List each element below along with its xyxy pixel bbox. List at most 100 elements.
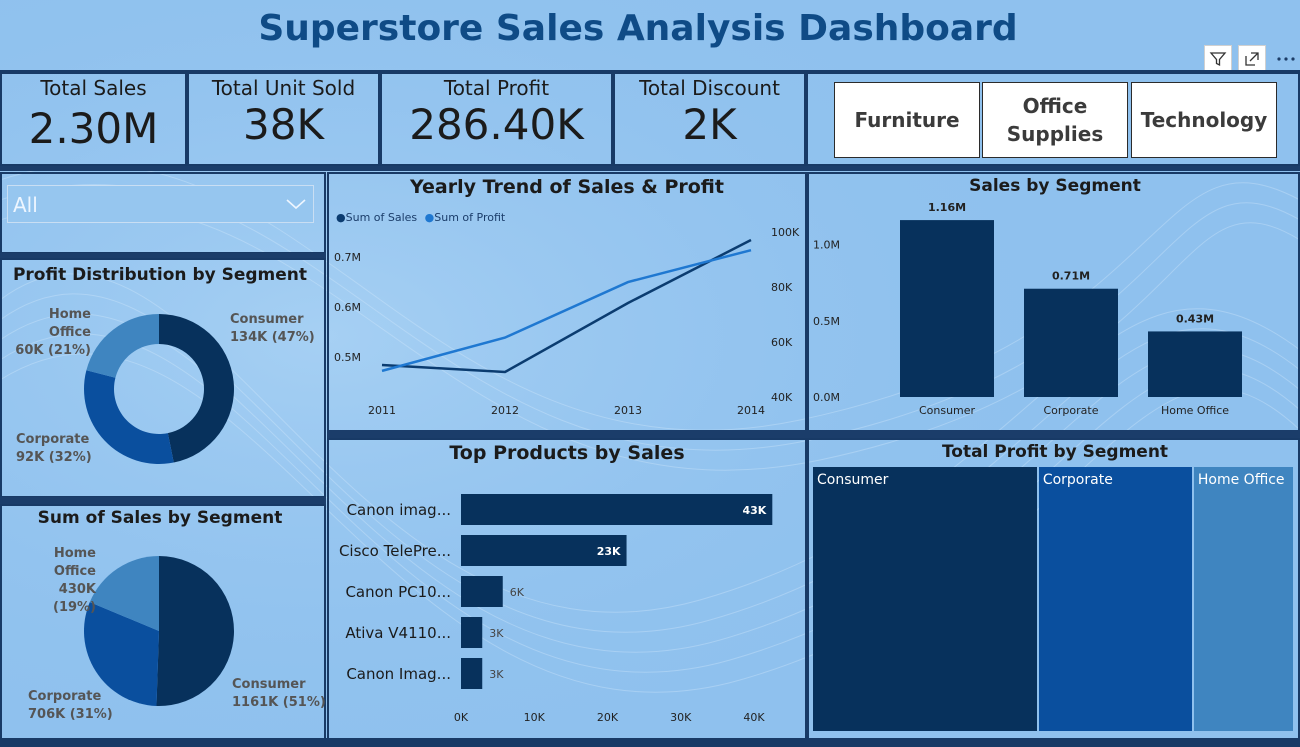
product-bar[interactable] bbox=[461, 576, 503, 607]
right-tick-label: 60K bbox=[771, 336, 793, 349]
x-tick-label: 2013 bbox=[614, 404, 642, 417]
product-label: Canon imag... bbox=[347, 501, 451, 519]
slicer-office-supplies-button[interactable]: Office Supplies bbox=[982, 82, 1128, 158]
trend-chart: 0.5M 0.6M 0.7M 40K 60K 80K 100K 2011 2012 2013 201… bbox=[334, 226, 800, 417]
kpi-value: 2K bbox=[682, 100, 737, 149]
product-data-label: 6K bbox=[510, 586, 525, 599]
left-divider bbox=[0, 253, 326, 258]
kpi-total-units: Total Unit Sold 38K bbox=[187, 72, 380, 166]
segment-bar-title: Sales by Segment bbox=[969, 176, 1141, 196]
focus-mode-icon[interactable] bbox=[1238, 45, 1266, 73]
dropdown-value: All bbox=[13, 193, 38, 217]
x-tick-label: 40K bbox=[743, 711, 765, 724]
slice-corporate[interactable] bbox=[83, 370, 174, 464]
x-tick-label: 0K bbox=[454, 711, 469, 724]
slicer-furniture-button[interactable]: Furniture bbox=[834, 82, 980, 158]
x-tick-label: 2011 bbox=[368, 404, 396, 417]
sales-pie-title: Sum of Sales by Segment bbox=[37, 508, 283, 528]
treemap-tile-corporate[interactable]: Corporate bbox=[1038, 467, 1192, 731]
dashboard-title: Superstore Sales Analysis Dashboard bbox=[258, 8, 1018, 49]
treemap-tile-home-office[interactable]: Home Office bbox=[1193, 467, 1293, 731]
trend-title: Yearly Trend of Sales & Profit bbox=[410, 176, 724, 198]
kpi-value: 2.30M bbox=[28, 104, 159, 153]
bar-data-label: 0.43M bbox=[1176, 312, 1214, 325]
bar-home-office[interactable] bbox=[1148, 331, 1242, 397]
legend-dot-sales: ● bbox=[336, 211, 346, 224]
legend-sales-label: Sum of Sales bbox=[345, 211, 418, 224]
bar-corporate[interactable] bbox=[1024, 288, 1118, 397]
right-tick-label: 40K bbox=[771, 391, 793, 404]
x-tick-label: 20K bbox=[597, 711, 619, 724]
sales-pie-chart bbox=[84, 556, 235, 706]
slice-consumer[interactable] bbox=[159, 314, 235, 463]
y-tick-label: 1.0M bbox=[813, 239, 840, 252]
product-bar[interactable] bbox=[461, 658, 483, 689]
treemap-tile-label: Corporate bbox=[1042, 472, 1113, 488]
y-tick-label: 0.5M bbox=[813, 315, 840, 328]
series-line-profit[interactable] bbox=[381, 248, 752, 373]
kpi-label: Total Discount bbox=[639, 76, 780, 100]
product-data-label: 3K bbox=[489, 668, 504, 681]
x-tick-label: 2014 bbox=[737, 404, 765, 417]
profit-donut-chart bbox=[83, 314, 235, 464]
series-line-sales[interactable] bbox=[381, 238, 752, 374]
trend-legend: ●Sum of Sales ●Sum of Profit bbox=[336, 211, 505, 224]
top-divider bbox=[0, 70, 1300, 73]
slice-home-office[interactable] bbox=[86, 314, 159, 378]
chevron-down-icon bbox=[286, 199, 306, 210]
donut-label-home-office: Home Office 60K (21%) bbox=[15, 307, 91, 358]
kpi-total-discount: Total Discount 2K bbox=[613, 72, 806, 166]
donut-label-corporate: Corporate 92K (32%) bbox=[16, 432, 92, 465]
x-tick-label: 30K bbox=[670, 711, 692, 724]
segment-dropdown[interactable]: All bbox=[7, 185, 314, 223]
kpi-total-sales: Total Sales 2.30M bbox=[0, 72, 187, 166]
treemap-tile-label: Home Office bbox=[1197, 472, 1285, 488]
product-bar[interactable] bbox=[461, 494, 773, 525]
product-data-label: 3K bbox=[489, 627, 504, 640]
top-products-panel bbox=[327, 438, 807, 740]
product-bar[interactable] bbox=[461, 535, 627, 566]
kpi-value: 286.40K bbox=[409, 100, 584, 149]
kpi-value: 38K bbox=[243, 100, 324, 149]
slice-consumer[interactable] bbox=[156, 556, 235, 706]
product-data-label: 43K bbox=[742, 504, 766, 517]
x-tick-label: 10K bbox=[524, 711, 546, 724]
pie-label-home-office: Home Office 430K (19%) bbox=[53, 546, 96, 615]
treemap-tile-consumer[interactable]: Consumer bbox=[813, 467, 1037, 731]
product-bar[interactable] bbox=[461, 617, 483, 648]
slice-home-office[interactable] bbox=[89, 556, 159, 631]
left-divider-2 bbox=[0, 497, 326, 504]
product-label: Cisco TelePre... bbox=[339, 542, 451, 560]
left-tick-label: 0.5M bbox=[334, 351, 361, 364]
middle-divider bbox=[327, 430, 1300, 438]
kpi-label: Total Unit Sold bbox=[211, 76, 356, 100]
bar-data-label: 1.16M bbox=[928, 201, 966, 214]
product-label: Canon Imag... bbox=[346, 665, 451, 683]
product-label: Ativa V4110... bbox=[345, 624, 451, 642]
profit-treemap: Consumer Corporate Home Office bbox=[813, 467, 1295, 731]
kpi-label: Total Sales bbox=[40, 76, 147, 100]
left-tick-label: 0.6M bbox=[334, 301, 361, 314]
sales-pie-panel bbox=[0, 504, 326, 740]
bottom-divider bbox=[0, 738, 1300, 747]
kpi-total-profit: Total Profit 286.40K bbox=[380, 72, 613, 166]
more-options-icon[interactable] bbox=[1272, 45, 1300, 73]
profit-donut-title: Profit Distribution by Segment bbox=[12, 265, 308, 285]
filter-icon[interactable] bbox=[1204, 45, 1232, 73]
treemap-panel bbox=[807, 438, 1300, 740]
bar-consumer[interactable] bbox=[900, 220, 994, 397]
pie-label-corporate: Corporate 706K (31%) bbox=[28, 689, 113, 722]
category-label: Home Office bbox=[1161, 404, 1229, 417]
bar-data-label: 0.71M bbox=[1052, 270, 1090, 283]
slicer-technology-button[interactable]: Technology bbox=[1131, 82, 1277, 158]
treemap-tile-label: Consumer bbox=[817, 472, 889, 488]
category-label: Corporate bbox=[1044, 404, 1099, 417]
left-tick-label: 0.7M bbox=[334, 251, 361, 264]
product-data-label: 23K bbox=[597, 545, 621, 558]
kpi-divider bbox=[0, 164, 1300, 171]
kpi-label: Total Profit bbox=[443, 76, 550, 100]
pie-label-consumer: Consumer 1161K (51%) bbox=[232, 677, 326, 710]
donut-label-consumer: Consumer 134K (47%) bbox=[230, 312, 315, 345]
right-tick-label: 80K bbox=[771, 281, 793, 294]
slice-corporate[interactable] bbox=[84, 602, 159, 706]
